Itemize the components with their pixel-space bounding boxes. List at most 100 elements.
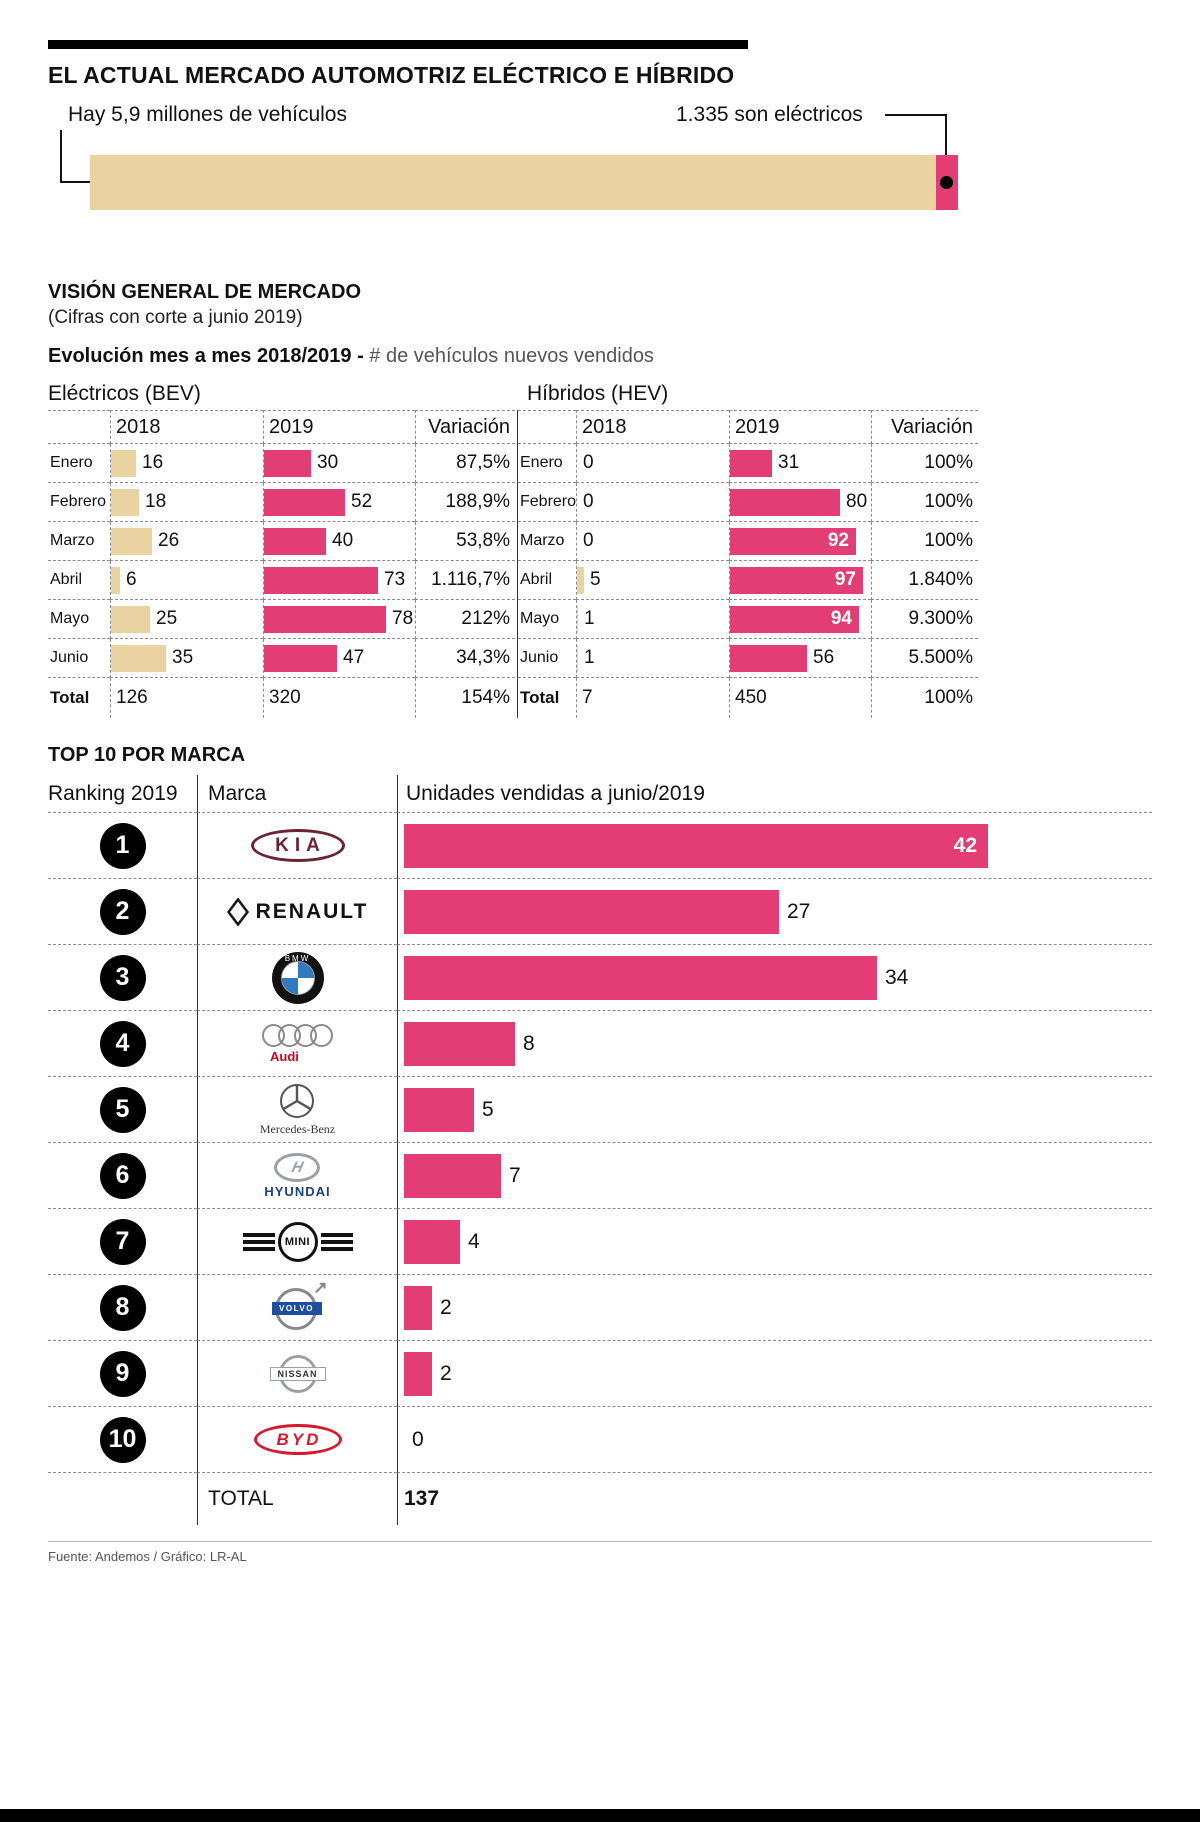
nissan-band-icon: NISSAN xyxy=(269,1366,326,1381)
mini-circle-icon: MINI xyxy=(277,1221,318,1262)
rank-cell: 5 xyxy=(48,1077,197,1143)
bar-value-2019: 40 xyxy=(332,530,354,551)
bar-value-2019: 56 xyxy=(813,647,835,668)
rank-cell: 10 xyxy=(48,1407,197,1473)
units-value: 0 xyxy=(412,1427,424,1451)
bar-value-2018: 35 xyxy=(172,647,194,668)
rank-cell: 3 xyxy=(48,945,197,1011)
bar-cell-2018: 18 xyxy=(110,483,263,522)
bmw-logo-text: BMW xyxy=(284,953,311,963)
bar-cell-2019: 94 xyxy=(729,600,871,639)
footer: Fuente: Andemos / Gráfico: LR-AL xyxy=(48,1541,1152,1564)
rank-number: 7 xyxy=(115,1227,130,1255)
bar-cell-2018: 1 xyxy=(576,639,729,678)
units-value: 2 xyxy=(440,1295,452,1319)
rank-number: 4 xyxy=(115,1029,130,1057)
units-value: 2 xyxy=(440,1361,452,1385)
bar-2019 xyxy=(264,605,386,633)
bar-value-2019: 31 xyxy=(778,452,800,473)
units-bar-cell: 2 xyxy=(397,1275,1152,1341)
brand-cell: BMW xyxy=(197,945,397,1011)
units-bar-cell: 8 xyxy=(397,1011,1152,1077)
month-label: Marzo xyxy=(518,522,576,561)
bar-value-2019: 78 xyxy=(392,608,414,629)
bar-2019 xyxy=(264,527,326,555)
bar-cell-2019: 52 xyxy=(263,483,415,522)
right-connector xyxy=(885,114,947,177)
bar-2018 xyxy=(111,527,152,555)
rank-number: 2 xyxy=(115,897,130,925)
top10-table: Ranking 2019 Marca Unidades vendidas a j… xyxy=(48,775,1152,1525)
brand-cell: Audi xyxy=(197,1011,397,1077)
bar-cell-2019: 78 xyxy=(263,600,415,639)
bar-cell-2019: 97 xyxy=(729,561,871,600)
units-bar-cell: 2 xyxy=(397,1341,1152,1407)
mercedes-logo-text: Mercedes-Benz xyxy=(259,1122,336,1136)
bar-value-2019: 47 xyxy=(343,647,365,668)
bar-2018 xyxy=(111,644,166,672)
bar-cell-2018: 16 xyxy=(110,444,263,483)
mercedes-star-icon xyxy=(280,1084,315,1118)
bar-value-2019: 30 xyxy=(317,452,339,473)
byd-logo-text: BYD xyxy=(276,1429,322,1449)
volvo-arrow-icon: ↗ xyxy=(313,1277,328,1297)
brand-cell: BYD xyxy=(197,1407,397,1473)
units-bar-cell: 4 xyxy=(397,1209,1152,1275)
rank-cell: 7 xyxy=(48,1209,197,1275)
bar-2018 xyxy=(111,605,150,633)
bar-2019 xyxy=(730,644,807,672)
bar-cell-2019: 47 xyxy=(263,639,415,678)
col-header-2019: 2019 xyxy=(263,410,415,444)
total-2019: 320 xyxy=(263,678,415,718)
rank-number: 1 xyxy=(115,831,130,859)
bar-2018 xyxy=(577,566,584,594)
renault-logo-text: RENAULT xyxy=(255,899,369,923)
kia-logo: KIA xyxy=(250,829,345,862)
bar-value-2019: 94 xyxy=(830,608,852,629)
bar-2019 xyxy=(730,488,840,516)
variation-value: 1.116,7% xyxy=(415,561,515,600)
bar-value-2019: 52 xyxy=(351,491,373,512)
bar-2018 xyxy=(577,644,578,672)
rank-badge: 2 xyxy=(99,888,146,935)
bar-cell-2019: 56 xyxy=(729,639,871,678)
total-variation: 154% xyxy=(415,678,515,718)
rank-cell: 1 xyxy=(48,813,197,879)
variation-value: 188,9% xyxy=(415,483,515,522)
bar-value-2018: 1 xyxy=(584,608,595,629)
bar-2018 xyxy=(111,488,139,516)
variation-value: 1.840% xyxy=(871,561,978,600)
bar-value-2019: 97 xyxy=(834,569,856,590)
rank-badge: 10 xyxy=(99,1416,146,1463)
overview-right-label: 1.335 son eléctricos xyxy=(676,103,863,126)
bar-value-2018: 0 xyxy=(583,530,594,551)
units-bar xyxy=(404,889,779,934)
brand-cell: NISSAN xyxy=(197,1341,397,1407)
bar-value-2018: 1 xyxy=(584,647,595,668)
rank-badge: 4 xyxy=(99,1020,146,1067)
brand-cell: KIA xyxy=(197,813,397,879)
bar-2019 xyxy=(264,566,378,594)
units-value: 7 xyxy=(509,1163,521,1187)
col-header-2018: 2018 xyxy=(576,410,729,444)
units-bar-cell: 7 xyxy=(397,1143,1152,1209)
bar-value-2018: 6 xyxy=(126,569,137,590)
audi-logo-text: Audi xyxy=(270,1048,299,1064)
bev-table-title: Eléctricos (BEV) xyxy=(48,382,201,405)
mini-logo: MINI xyxy=(242,1221,353,1262)
bar-cell-2018: 25 xyxy=(110,600,263,639)
bar-2019: 92 xyxy=(730,527,856,555)
units-value: 42 xyxy=(953,833,977,857)
bmw-logo: BMW xyxy=(271,951,324,1004)
bar-value-2018: 5 xyxy=(590,569,601,590)
col-header-2019: 2019 xyxy=(729,410,871,444)
bar-value-2018: 26 xyxy=(158,530,180,551)
rank-badge: 1 xyxy=(99,822,146,869)
rank-number: 8 xyxy=(115,1293,130,1321)
total-variation: 100% xyxy=(871,678,978,718)
col-header-units: Unidades vendidas a junio/2019 xyxy=(397,775,1152,813)
variation-value: 9.300% xyxy=(871,600,978,639)
variation-value: 5.500% xyxy=(871,639,978,678)
rank-badge: 9 xyxy=(99,1350,146,1397)
